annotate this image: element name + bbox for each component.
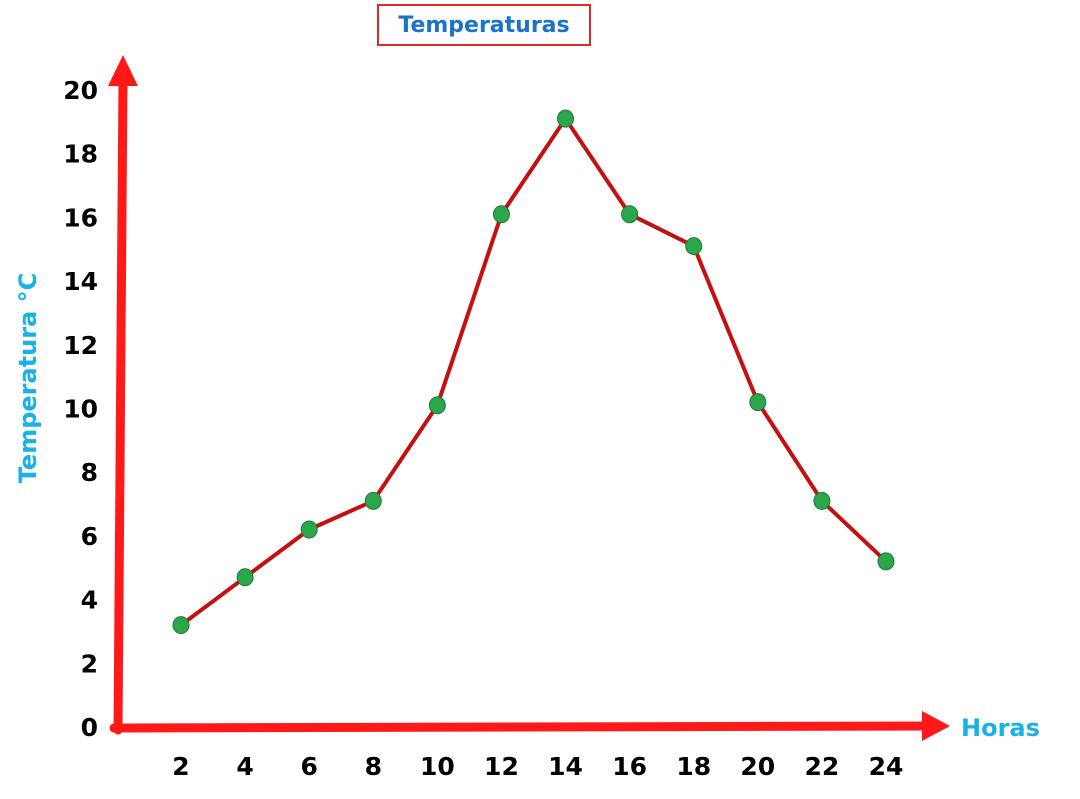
data-point	[621, 205, 639, 224]
x-tick-label: 14	[548, 752, 583, 781]
x-tick-label: 6	[300, 752, 317, 781]
y-tick-label: 10	[63, 395, 98, 424]
y-tick-label: 16	[63, 203, 98, 232]
data-point	[813, 491, 831, 510]
y-tick-label: 0	[81, 713, 98, 742]
x-axis-arrow	[922, 711, 950, 741]
y-tick-label: 2	[81, 649, 98, 678]
data-point	[685, 237, 703, 256]
chart-title-box: Temperaturas	[377, 4, 591, 46]
x-tick-label: 12	[484, 752, 519, 781]
y-axis-title: Temperatura °C	[14, 273, 42, 484]
x-axis-title: Horas	[961, 714, 1040, 742]
x-axis-line	[109, 721, 935, 733]
x-tick-label: 8	[365, 752, 382, 781]
series-line	[179, 116, 888, 627]
y-tick-labels: 0 2 4 6 8 10 12 14 16 18 20	[63, 76, 98, 742]
y-tick-label: 14	[63, 267, 98, 296]
data-point	[172, 616, 190, 635]
y-tick-label: 4	[81, 586, 98, 615]
chart-title: Temperaturas	[398, 12, 570, 38]
data-point	[236, 568, 254, 587]
y-tick-label: 20	[63, 76, 98, 105]
x-tick-label: 18	[676, 752, 711, 781]
data-point	[364, 491, 382, 510]
x-tick-label: 20	[740, 752, 775, 781]
x-tick-label: 10	[420, 752, 455, 781]
x-tick-label: 4	[236, 752, 253, 781]
axes	[108, 55, 950, 741]
x-tick-label: 2	[172, 752, 189, 781]
data-point	[492, 205, 510, 224]
data-points	[172, 109, 895, 635]
y-tick-label: 8	[81, 458, 98, 487]
x-tick-labels: 2 4 6 8 10 12 14 16 18 20 22 24	[172, 752, 903, 781]
y-tick-label: 12	[63, 331, 98, 360]
data-point	[557, 109, 575, 128]
y-axis-arrow	[108, 55, 138, 86]
x-tick-label: 22	[805, 752, 840, 781]
y-tick-label: 18	[63, 140, 98, 169]
y-axis-line	[113, 75, 128, 735]
y-tick-label: 6	[81, 522, 98, 551]
x-tick-label: 24	[869, 752, 904, 781]
data-point	[300, 520, 318, 539]
data-point	[749, 393, 767, 412]
data-point	[428, 396, 446, 415]
data-point	[877, 552, 895, 571]
x-tick-label: 16	[612, 752, 647, 781]
